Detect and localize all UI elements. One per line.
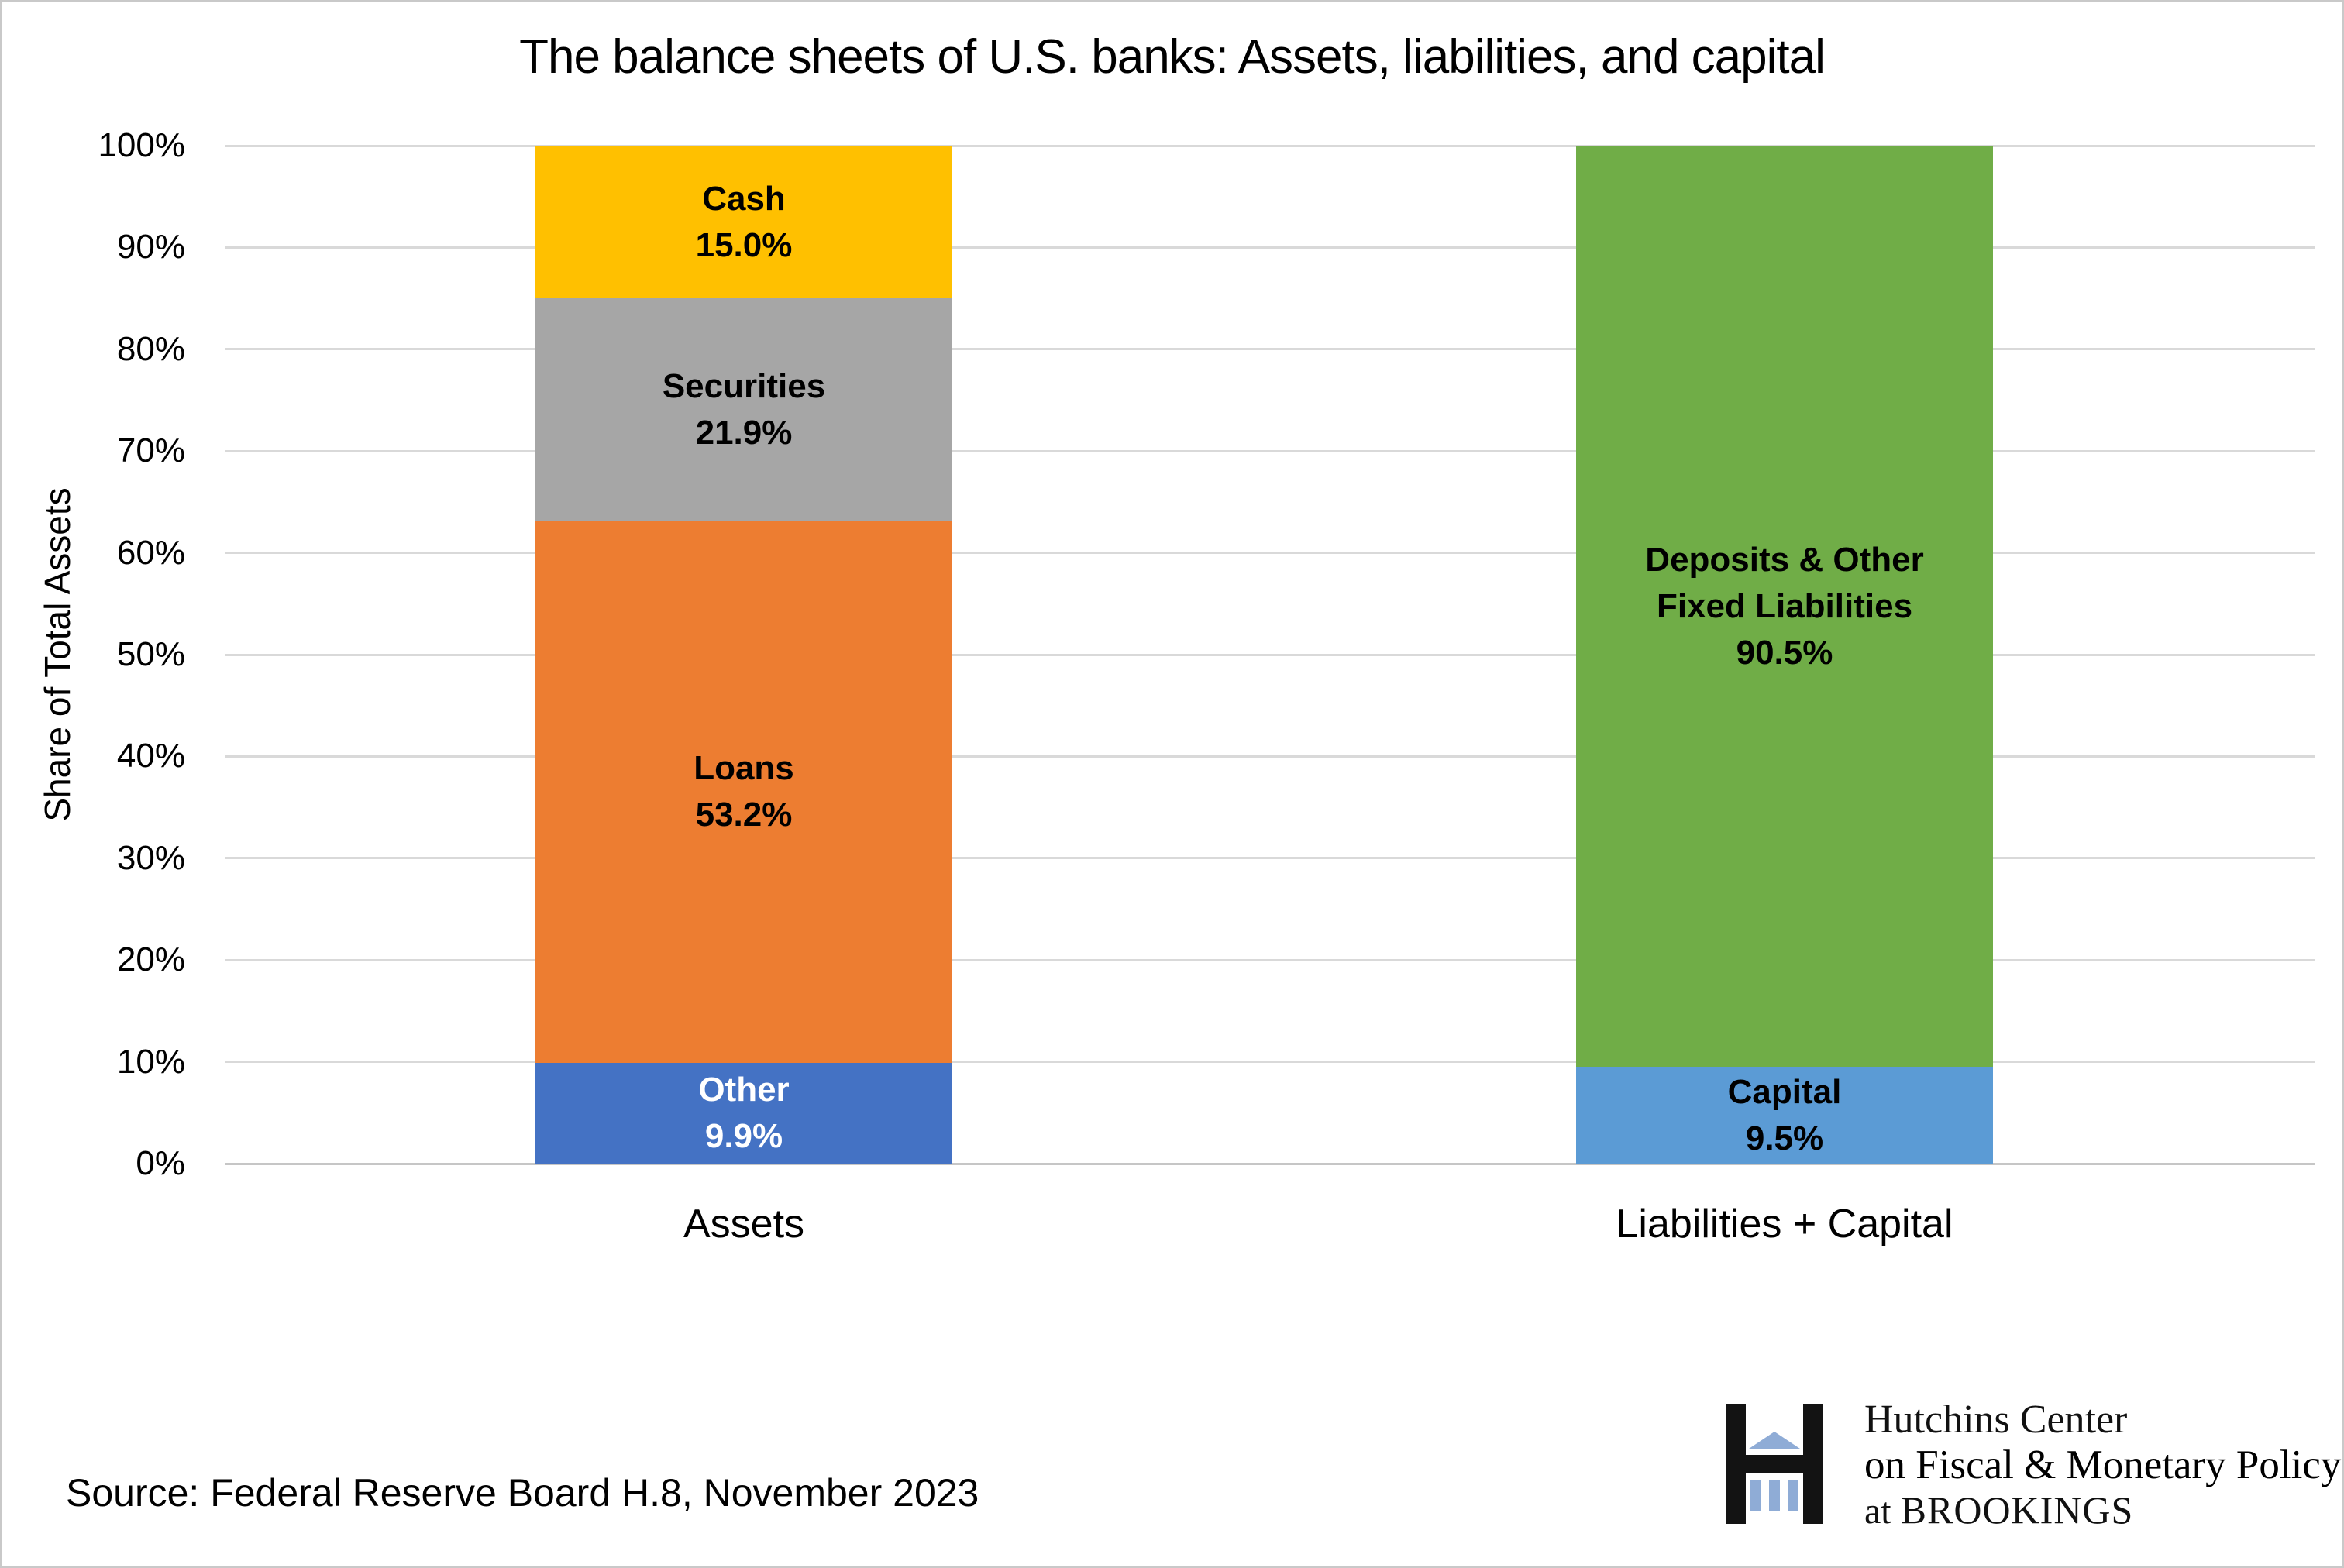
y-tick-label-0: 0% [136,1144,185,1182]
y-tick-label-70: 70% [116,432,185,470]
hutchins-h-building-icon [1726,1404,1823,1524]
stacked-bar-liabilities-capital: Capital 9.5% Deposits & Other Fixed Liabili… [1576,146,1993,1164]
y-tick-label-20: 20% [116,940,185,979]
logo-line-fiscal-monetary-policy: on Fiscal & Monetary Policy [1864,1442,2342,1487]
segment-value-label: 9.9% [704,1116,783,1155]
x-axis-label-liabilities-capital: Liabilities + Capital [1616,1202,1953,1246]
y-tick-label-80: 80% [116,329,185,368]
segment-name-line: Loans [694,749,794,788]
segment-value-label: 21.9% [695,413,793,452]
building-pediment-icon [1749,1432,1800,1449]
gridline-80 [225,348,2315,351]
segment-value-label: 15.0% [695,225,793,264]
chart-title: The balance sheets of U.S. banks: Assets… [519,30,1826,84]
y-tick-label-100: 100% [98,126,185,164]
gridline-70 [225,449,2315,452]
y-tick-label-60: 60% [116,533,185,572]
gridline-10 [225,1061,2315,1064]
segment-name-line: Other [698,1070,790,1109]
logo-line-hutchins-center: Hutchins Center [1864,1398,2128,1442]
gridline-20 [225,958,2315,961]
segment-value-label: 53.2% [695,796,793,834]
gridline-30 [225,857,2315,860]
gridline-50 [225,653,2315,656]
source-note: Source: Federal Reserve Board H.8, Novem… [66,1471,979,1515]
y-tick-label-40: 40% [116,737,185,775]
y-tick-label-10: 10% [116,1042,185,1081]
y-tick-label-90: 90% [116,228,185,266]
segment-name-line: Deposits & Other [1645,540,1924,579]
bar-segment-deposits-other-fixed-liabilities: Deposits & Other Fixed Liabilities 90.5% [1576,146,1993,1068]
building-columns-icon [1746,1480,1803,1511]
bar-segment-loans: Loans 53.2% [535,521,952,1063]
segment-value-label: 9.5% [1745,1119,1824,1157]
bar-segment-cash: Cash 15.0% [535,146,952,299]
y-axis-title: Share of Total Assets [37,487,77,822]
segment-name-line: Fixed Liabilities [1656,586,1913,625]
gridline-90 [225,246,2315,249]
gridline-0 [225,1162,2315,1165]
stacked-bar-assets: Other 9.9% Loans 53.2% Securities 21.9% Cash 15… [535,146,952,1164]
logo-h-crossbar [1746,1455,1803,1473]
logo-brookings-name: BROOKINGS [1900,1488,2134,1532]
logo-text: Hutchins Center on Fiscal & Monetary Pol… [1864,1398,2341,1534]
y-tick-label-50: 50% [116,635,185,673]
segment-name-line: Securities [662,366,826,405]
logo-h-right-bar [1803,1404,1823,1524]
logo-at-prefix: at [1864,1491,1901,1532]
segment-value-label: 90.5% [1736,633,1833,672]
segment-name-line: Capital [1727,1072,1842,1111]
logo-line-at-brookings: at BROOKINGS [1864,1487,2341,1534]
gridline-60 [225,552,2315,555]
logo-h-left-bar [1726,1404,1746,1524]
bar-segment-capital: Capital 9.5% [1576,1067,1993,1164]
segment-name-line: Cash [702,179,786,218]
gridline-40 [225,755,2315,758]
bar-segment-other: Other 9.9% [535,1062,952,1164]
bar-segment-securities: Securities 21.9% [535,298,952,521]
plot-area: Other 9.9% Loans 53.2% Securities 21.9% Cash 15… [98,126,2315,1182]
y-tick-label-30: 30% [116,838,185,877]
gridline-100 [225,144,2315,147]
x-axis-label-assets: Assets [683,1202,805,1246]
